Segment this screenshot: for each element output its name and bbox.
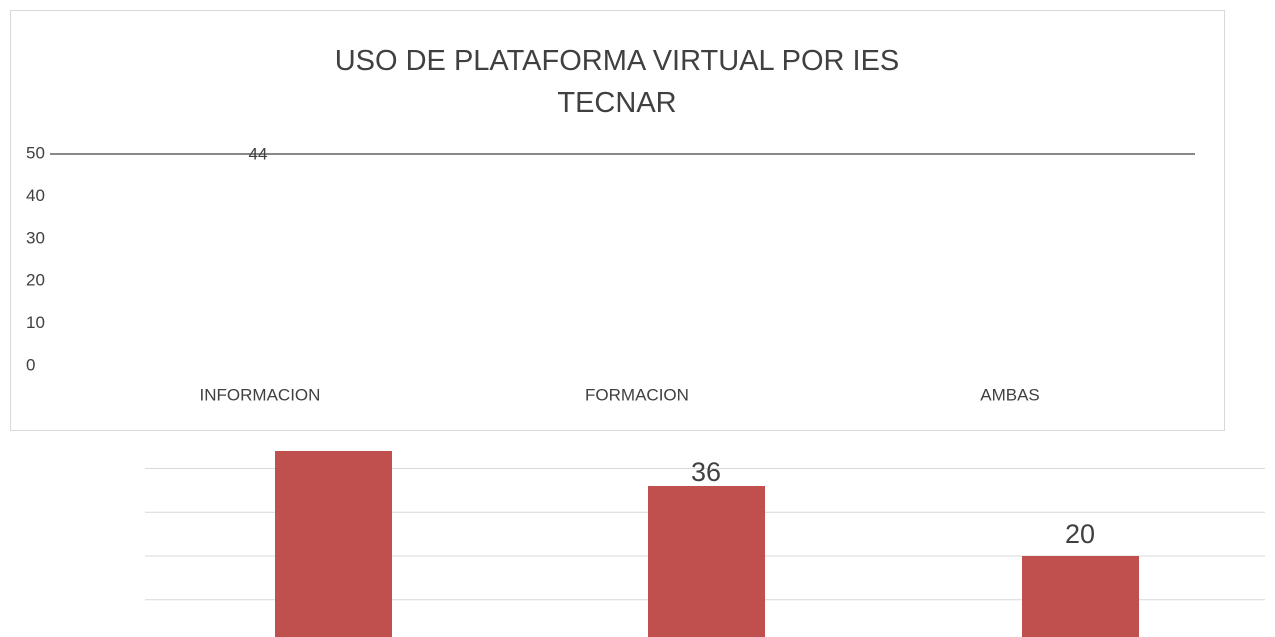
x-tick-label: FORMACION [585, 385, 689, 404]
y-tick-label: 10 [26, 313, 45, 332]
y-tick-label: 50 [26, 143, 45, 162]
data-label: 36 [691, 457, 721, 487]
data-label: 44 [249, 144, 268, 163]
bar [648, 486, 765, 637]
x-tick-label: AMBAS [980, 385, 1040, 404]
data-label: 20 [1065, 519, 1095, 549]
chart-frame [10, 10, 1225, 431]
y-tick-label: 30 [26, 228, 45, 247]
y-tick-label: 0 [26, 355, 35, 374]
y-tick-label: 40 [26, 186, 45, 205]
plot-area: 36 20 [145, 451, 1265, 637]
y-tick-label: 20 [26, 271, 45, 290]
x-tick-label: INFORMACION [200, 385, 321, 404]
bar [275, 451, 392, 637]
bar [1022, 556, 1139, 637]
chart-title: USO DE PLATAFORMA VIRTUAL POR IES TECNAR [334, 45, 900, 119]
